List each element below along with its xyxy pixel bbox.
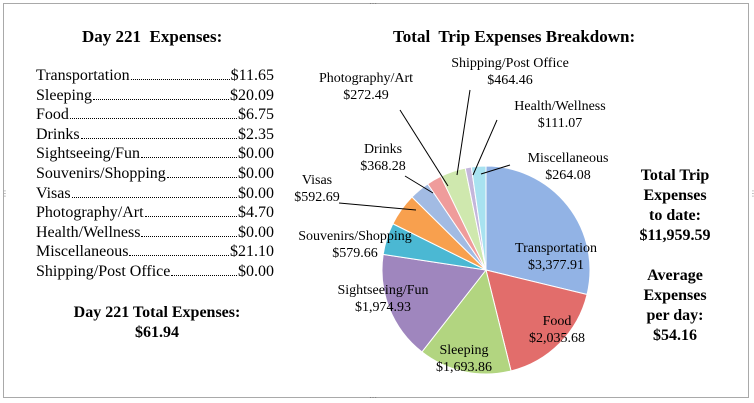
expense-amount: $0.00 [238,164,274,182]
resize-handle-top[interactable]: ⋯ [369,0,377,8]
slice-value-label: $1,693.86 [436,360,492,375]
expense-category-label: Shipping/Post Office [36,262,171,280]
day-expense-row: Transportation $11.65 [36,66,274,86]
slice-category-label: Sleeping [440,343,489,358]
pie-chart-title: Total Trip Expenses Breakdown: [393,27,636,46]
leader-line [399,109,449,187]
day-expense-list: Transportation $11.65 Sleeping $20.09 Food $6… [36,66,274,282]
pie-slice-miscellaneous [470,165,487,271]
average-per-day-block: Average Expenses per day: $54.16 [620,266,730,346]
expense-category-label: Sleeping [36,86,92,104]
pie-slice-transportation [485,165,591,296]
slice-value-label: $1,974.93 [355,300,411,315]
slice-category-label: Drinks [364,142,402,157]
slice-category-label: Souvenirs/Shopping [298,229,412,244]
slice-value-label: $264.08 [545,168,591,183]
expense-amount: $0.00 [238,145,274,163]
expense-amount: $11.65 [230,67,274,84]
expense-amount: $2.35 [238,125,274,143]
dot-leader [171,274,237,276]
day-expense-row: Visas $0.00 [36,184,274,204]
trip-total-label-line1: Total Trip [640,167,710,184]
day-expense-row: Health/Wellness $0.00 [36,223,274,243]
expense-category-label: Drinks [36,125,80,143]
day-expense-row: Miscellaneous $21.10 [36,242,274,262]
pie-slice-food [485,269,588,372]
resize-handle-bottom[interactable]: ⋯ [369,393,377,402]
expense-amount: $20.09 [230,86,274,104]
expense-category-label: Miscellaneous [36,243,129,261]
expense-amount: $0.00 [238,223,274,241]
resize-handle-right[interactable]: ⋮ [749,189,754,198]
day-expense-row: Sleeping $20.09 [36,86,274,106]
slice-category-label: Sightseeing/Fun [337,283,428,298]
day-expense-row: Food $6.75 [36,105,274,125]
expense-category-label: Visas [36,184,71,202]
dot-leader [71,196,237,198]
slice-value-label: $368.28 [360,159,406,174]
dot-leader [141,157,237,159]
leader-line [480,164,511,175]
expense-category-label: Health/Wellness [36,223,141,241]
day-expense-row: Shipping/Post Office $0.00 [36,262,274,282]
pie-slice-sightseeing-fun [381,253,487,353]
slice-category-label: Food [543,314,572,329]
slice-value-label: $2,035.68 [529,331,585,346]
dot-leader [130,79,230,80]
pie-slice-sleeping [421,268,512,375]
day-total-block: Day 221 Total Expenses: $61.94 [52,303,262,343]
day-total-label: Day 221 Total Expenses: [73,304,241,321]
trip-total-block: Total Trip Expenses to date: $11,959.59 [620,166,730,246]
day-expense-row: Photography/Art $4.70 [36,203,274,223]
expense-category-label: Sightseeing/Fun [36,145,141,163]
expense-category-label: Souvenirs/Shopping [36,164,166,182]
slice-value-label: $3,377.91 [528,258,584,273]
slice-value-label: $111.07 [538,116,582,131]
trip-total-label-line3: to date: [649,207,701,224]
leader-line [338,202,417,211]
expense-amount: $0.00 [238,262,274,280]
day-expense-row: Drinks $2.35 [36,125,274,145]
slice-value-label: $592.69 [294,190,340,205]
expense-amount: $6.75 [238,106,274,124]
dot-leader [93,98,229,100]
slice-category-label: Transportation [515,241,597,256]
day-expense-row: Sightseeing/Fun $0.00 [36,144,274,164]
day-expense-row: Souvenirs/Shopping $0.00 [36,164,274,184]
average-label-line3: per day: [646,307,704,324]
slice-category-label: Shipping/Post Office [451,56,569,71]
leader-line [456,89,471,176]
expense-amount: $4.70 [238,204,274,222]
slice-value-label: $579.66 [332,246,378,261]
average-label-line2: Expenses [643,287,707,304]
expense-amount: $0.00 [238,184,274,202]
day-total-value: $61.94 [135,324,179,341]
leader-line [404,175,434,194]
day-expenses-title: Day 221 Expenses: [82,27,223,46]
slice-category-label: Miscellaneous [528,151,609,166]
trip-total-value: $11,959.59 [639,227,711,244]
slice-category-label: Visas [302,173,332,188]
slice-value-label: $464.46 [487,73,533,88]
average-value: $54.16 [653,327,697,344]
dot-leader [80,137,237,139]
dot-leader [69,118,237,120]
expense-category-label: Transportation [36,67,130,84]
slice-value-label: $272.49 [343,88,389,103]
chart-frame [3,3,749,398]
dot-leader [144,216,237,218]
expense-category-label: Photography/Art [36,204,144,222]
expense-amount: $21.10 [230,243,274,261]
dot-leader [166,176,237,178]
dot-leader [141,235,237,237]
leader-line [472,119,498,176]
slice-category-label: Photography/Art [319,71,413,86]
slice-category-label: Health/Wellness [514,99,605,114]
expense-category-label: Food [36,106,69,124]
average-label-line1: Average [647,267,703,284]
trip-total-label-line2: Expenses [643,187,707,204]
dot-leader [129,255,229,257]
